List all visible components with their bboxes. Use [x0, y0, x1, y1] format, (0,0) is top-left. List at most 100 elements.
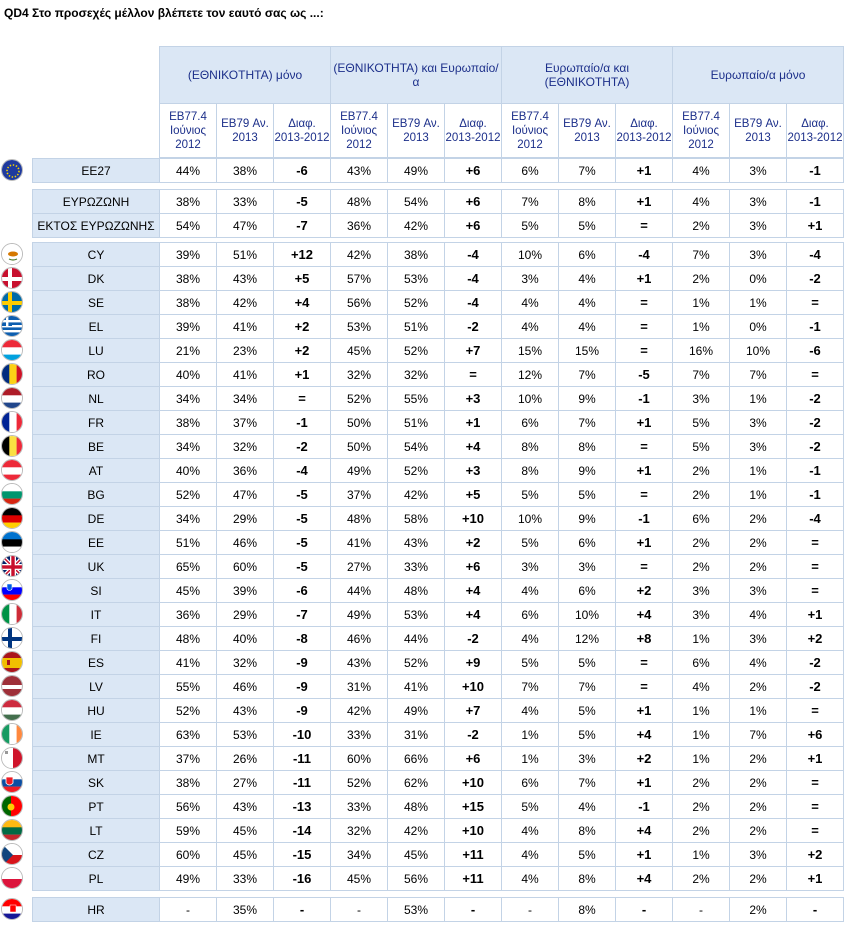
diff-cell: -5 [273, 482, 331, 507]
value-cell: 32% [330, 362, 388, 387]
row-label: CY [32, 242, 160, 267]
diff-cell: -4 [444, 266, 502, 291]
diff-cell: = [615, 314, 673, 339]
value-cell: 9% [558, 386, 616, 411]
value-cell: 43% [216, 698, 274, 723]
diff-cell: -1 [786, 482, 844, 507]
diff-cell: +1 [615, 189, 673, 214]
value-cell: 1% [672, 290, 730, 315]
column-subheader: EB77.4 Ιούνιος 2012 [672, 103, 730, 158]
diff-cell: = [615, 338, 673, 363]
value-cell: 5% [558, 650, 616, 675]
value-cell: 4% [558, 266, 616, 291]
diff-cell: +2 [444, 530, 502, 555]
diff-cell: +6 [444, 189, 502, 214]
value-cell: 43% [330, 158, 388, 183]
value-cell: 8% [558, 434, 616, 459]
dk-flag-icon [1, 267, 23, 289]
value-cell: 10% [729, 338, 787, 363]
value-cell: 45% [216, 818, 274, 843]
value-cell: 3% [501, 554, 559, 579]
value-cell: 7% [558, 410, 616, 435]
diff-cell: -2 [444, 314, 502, 339]
value-cell: 27% [216, 770, 274, 795]
value-cell: 6% [672, 650, 730, 675]
row-label: CZ [32, 842, 160, 867]
value-cell: 5% [501, 794, 559, 819]
diff-cell: = [615, 434, 673, 459]
value-cell: 41% [159, 650, 217, 675]
diff-cell: - [786, 897, 844, 922]
diff-cell: -1 [615, 386, 673, 411]
row-label: BE [32, 434, 160, 459]
value-cell: 5% [672, 434, 730, 459]
value-cell: 8% [558, 189, 616, 214]
value-cell: 34% [159, 506, 217, 531]
value-cell: 5% [501, 650, 559, 675]
value-cell: 2% [729, 506, 787, 531]
diff-cell: - [615, 897, 673, 922]
row-label: ΕΚΤΟΣ ΕΥΡΩΖΩΝΗΣ [32, 213, 160, 238]
diff-cell: -2 [786, 386, 844, 411]
diff-cell: +6 [444, 746, 502, 771]
value-cell: 57% [330, 266, 388, 291]
diff-cell: = [615, 213, 673, 238]
value-cell: 33% [216, 866, 274, 891]
value-cell: 6% [501, 410, 559, 435]
value-cell: 2% [729, 674, 787, 699]
value-cell: 34% [330, 842, 388, 867]
diff-cell: -9 [273, 674, 331, 699]
value-cell: 38% [387, 242, 445, 267]
column-subheader: EB77.4 Ιούνιος 2012 [159, 103, 217, 158]
diff-cell: +7 [444, 338, 502, 363]
diff-cell: -1 [615, 506, 673, 531]
diff-cell: -6 [786, 338, 844, 363]
diff-cell: +3 [444, 386, 502, 411]
diff-cell: -7 [273, 213, 331, 238]
value-cell: 34% [159, 386, 217, 411]
diff-cell: +1 [615, 842, 673, 867]
value-cell: 35% [216, 897, 274, 922]
value-cell: 7% [558, 674, 616, 699]
value-cell: 42% [330, 698, 388, 723]
value-cell: 8% [558, 866, 616, 891]
diff-cell: = [444, 362, 502, 387]
diff-cell: +9 [444, 650, 502, 675]
value-cell: 53% [216, 722, 274, 747]
value-cell: 3% [729, 242, 787, 267]
value-cell: 39% [159, 242, 217, 267]
diff-cell: +12 [273, 242, 331, 267]
diff-cell: -2 [786, 434, 844, 459]
value-cell: 53% [387, 266, 445, 291]
diff-cell: -11 [273, 746, 331, 771]
column-subheader: Διαφ. 2013-2012 [615, 103, 673, 158]
value-cell: 5% [672, 410, 730, 435]
pl-flag-icon [1, 867, 23, 889]
value-cell: 31% [330, 674, 388, 699]
diff-cell: +6 [444, 554, 502, 579]
diff-cell: -2 [444, 722, 502, 747]
row-label: PL [32, 866, 160, 891]
value-cell: 1% [501, 746, 559, 771]
ee-flag-icon [1, 531, 23, 553]
diff-cell: +6 [444, 158, 502, 183]
be-flag-icon [1, 435, 23, 457]
value-cell: 52% [387, 650, 445, 675]
value-cell: 2% [729, 866, 787, 891]
value-cell: 10% [558, 602, 616, 627]
diff-cell: +4 [615, 818, 673, 843]
column-group-header: (ΕΘΝΙΚΟΤΗΤΑ) μόνο [159, 46, 331, 104]
column-subheader: Διαφ. 2013-2012 [786, 103, 844, 158]
value-cell: 37% [216, 410, 274, 435]
value-cell: 3% [729, 578, 787, 603]
value-cell: 6% [672, 506, 730, 531]
diff-cell: -4 [786, 242, 844, 267]
value-cell: 2% [729, 794, 787, 819]
column-subheader: EB79 Αν. 2013 [558, 103, 616, 158]
diff-cell: +1 [273, 362, 331, 387]
value-cell: 42% [330, 242, 388, 267]
value-cell: 4% [501, 290, 559, 315]
si-flag-icon [1, 579, 23, 601]
value-cell: 4% [672, 674, 730, 699]
value-cell: 45% [159, 578, 217, 603]
